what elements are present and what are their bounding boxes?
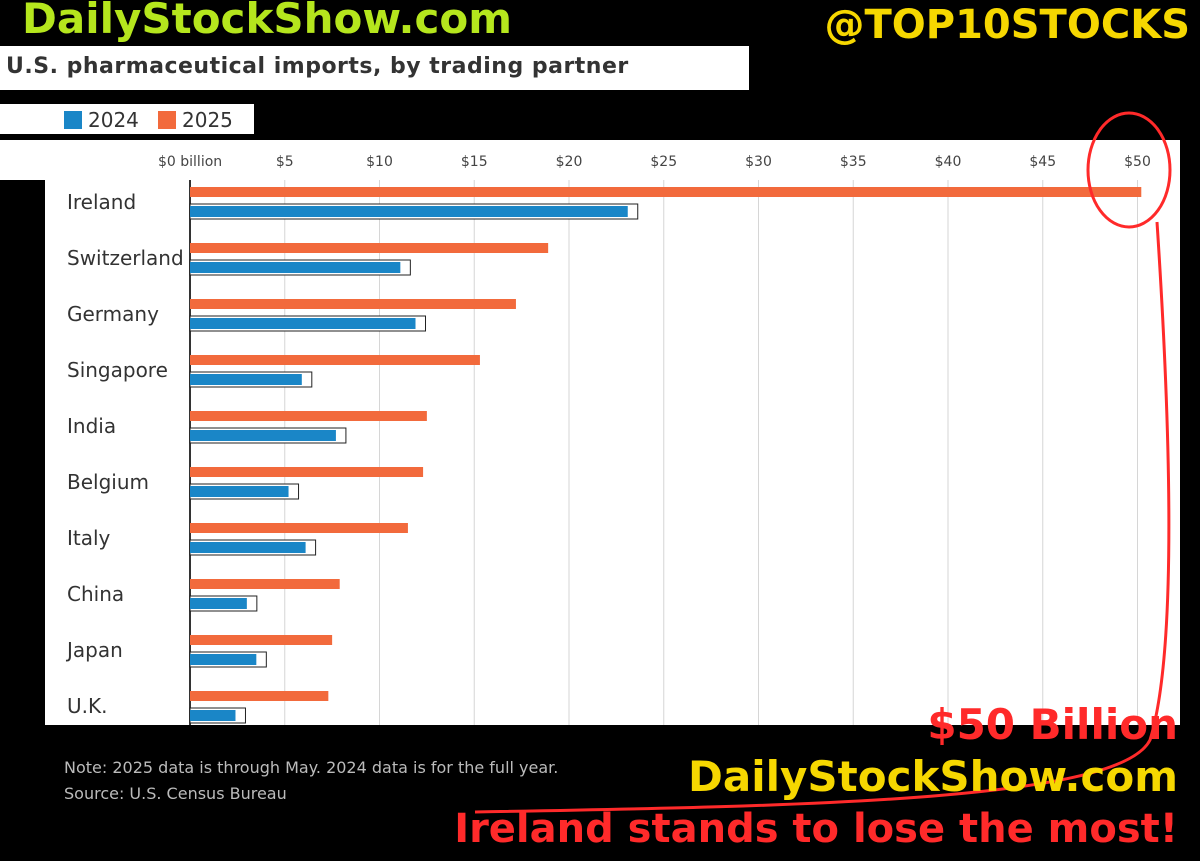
- bar-2025: [190, 579, 340, 589]
- bar-2024: [190, 542, 306, 553]
- bar-2025: [190, 523, 408, 533]
- bar-2025: [190, 243, 549, 253]
- bar-2024: [190, 318, 416, 329]
- legend-label-2024: 2024: [88, 108, 139, 132]
- x-tick-label: $45: [1029, 154, 1056, 170]
- annotation-site: DailyStockShow.com: [688, 752, 1178, 801]
- legend-label-2025: 2025: [182, 108, 233, 132]
- x-tick-label: $10: [366, 154, 393, 170]
- x-tick-label: $35: [840, 154, 867, 170]
- bar-2025: [190, 691, 329, 701]
- bar-2024: [190, 262, 401, 273]
- bar-2024: [190, 654, 257, 665]
- category-label: Italy: [67, 526, 111, 550]
- highlight-circle: [1086, 111, 1172, 229]
- category-label: Belgium: [67, 470, 149, 494]
- brand-site: DailyStockShow.com: [22, 0, 512, 43]
- category-label: China: [67, 582, 124, 606]
- annotation-headline: Ireland stands to lose the most!: [454, 806, 1178, 852]
- axis-band: [0, 140, 1180, 180]
- bar-2025: [190, 187, 1142, 197]
- bar-2024: [190, 486, 289, 497]
- bar-2024: [190, 598, 247, 609]
- legend-swatch-2024: [64, 111, 82, 129]
- brand-handle: @TOP10STOCKS: [824, 2, 1190, 48]
- bar-2025: [190, 467, 424, 477]
- category-label: Switzerland: [67, 246, 184, 270]
- annotation-arrow-curve: [474, 221, 1171, 814]
- legend-swatch-2025: [158, 111, 176, 129]
- bar-2024: [190, 430, 336, 441]
- chart-title-box: U.S. pharmaceutical imports, by trading …: [0, 46, 749, 90]
- bar-2024: [190, 710, 236, 721]
- category-label: India: [67, 414, 116, 438]
- bar-2025: [190, 299, 516, 309]
- legend-item-2025: 2025: [158, 108, 233, 132]
- bar-2025: [190, 355, 480, 365]
- chart-title: U.S. pharmaceutical imports, by trading …: [6, 54, 629, 79]
- legend: 2024 2025: [0, 104, 254, 134]
- annotation-amount: $50 Billion: [927, 700, 1178, 749]
- x-tick-label: $40: [935, 154, 962, 170]
- category-label: Ireland: [67, 190, 136, 214]
- x-tick-label: $25: [650, 154, 677, 170]
- bar-2024: [190, 374, 302, 385]
- bar-2025: [190, 635, 333, 645]
- bar-2024: [190, 206, 628, 217]
- category-label: Singapore: [67, 358, 168, 382]
- x-tick-label: $20: [556, 154, 583, 170]
- chart-source: Source: U.S. Census Bureau: [64, 784, 287, 803]
- legend-item-2024: 2024: [64, 108, 139, 132]
- category-label: U.K.: [67, 694, 107, 718]
- x-tick-label: $0 billion: [158, 154, 222, 170]
- category-label-panel: [45, 180, 185, 725]
- x-tick-label: $30: [745, 154, 772, 170]
- x-tick-label: $50: [1124, 154, 1151, 170]
- chart-note: Note: 2025 data is through May. 2024 dat…: [64, 758, 559, 777]
- x-tick-label: $15: [461, 154, 488, 170]
- bar-2025: [190, 411, 427, 421]
- x-tick-label: $5: [276, 154, 294, 170]
- category-label: Germany: [67, 302, 159, 326]
- category-label: Japan: [65, 638, 123, 662]
